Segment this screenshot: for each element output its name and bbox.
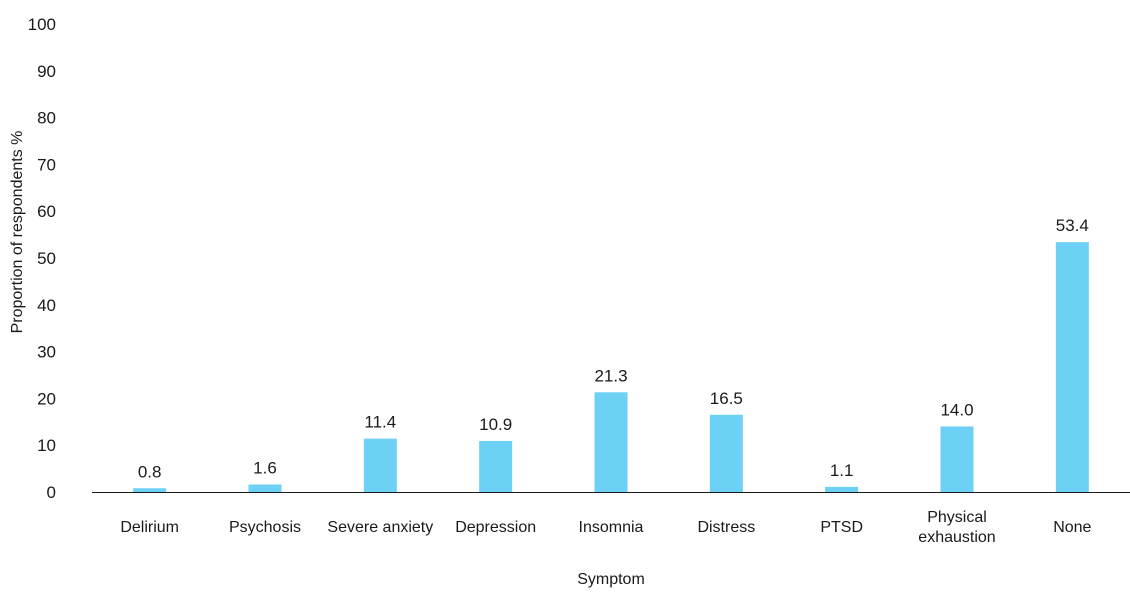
x-category-label-line: exhaustion [918, 529, 995, 546]
y-axis-title: Proportion of respondents % [9, 131, 26, 334]
x-category-label-line: PTSD [820, 519, 863, 536]
x-category-label: None [1053, 519, 1091, 536]
y-tick-label: 0 [47, 483, 56, 502]
bar [709, 414, 743, 492]
y-tick-label: 60 [37, 202, 56, 221]
y-tick-label: 80 [37, 109, 56, 128]
y-tick-label: 40 [37, 296, 56, 315]
bar-value-label: 0.8 [138, 462, 162, 481]
y-tick-label: 20 [37, 389, 56, 408]
bar-value-label: 16.5 [710, 389, 743, 408]
bar [1055, 242, 1089, 492]
x-category-label: Delirium [120, 519, 179, 536]
y-axis: 0 10 20 30 40 50 60 70 80 90 100 [28, 15, 56, 502]
bars [133, 242, 1089, 492]
bar-value-label: 11.4 [364, 413, 396, 432]
bar [594, 392, 628, 492]
x-category-label: PTSD [820, 519, 863, 536]
bar [363, 438, 397, 492]
x-category-label-line: Insomnia [579, 519, 644, 536]
y-tick-label: 70 [37, 155, 56, 174]
bar [479, 440, 513, 492]
x-category-label-line: None [1053, 519, 1091, 536]
x-category-label-line: Delirium [120, 519, 179, 536]
y-tick-label: 100 [28, 15, 56, 34]
x-category-label-line: Depression [455, 519, 536, 536]
bar [825, 486, 859, 492]
x-category-label-line: Distress [697, 519, 755, 536]
x-category-label-line: Physical [927, 509, 987, 526]
x-category-label: Distress [697, 519, 755, 536]
bar [248, 484, 282, 492]
bar [133, 488, 167, 492]
x-category-label: Psychosis [229, 519, 301, 536]
x-axis-labels: Delirium Psychosis Severe anxiety Depressio… [120, 509, 1091, 546]
x-category-label: Severe anxiety [327, 519, 433, 536]
x-category-label: Physical exhaustion [918, 509, 995, 546]
value-labels: 0.8 1.6 11.4 10.9 21.3 16.5 1.1 14.0 53.4 [138, 216, 1089, 481]
x-axis-title: Symptom [577, 571, 645, 588]
x-category-label-line: Psychosis [229, 519, 301, 536]
x-category-label: Insomnia [579, 519, 644, 536]
x-category-label: Depression [455, 519, 536, 536]
bar-value-label: 53.4 [1056, 216, 1089, 235]
bar-value-label: 1.6 [253, 459, 277, 478]
y-tick-label: 10 [37, 436, 56, 455]
bar-value-label: 14.0 [940, 400, 973, 419]
x-category-label-line: Severe anxiety [327, 519, 433, 536]
y-tick-label: 50 [37, 249, 56, 268]
y-tick-label: 90 [37, 62, 56, 81]
bar-value-label: 10.9 [479, 415, 512, 434]
bar-value-label: 1.1 [830, 461, 854, 480]
y-tick-label: 30 [37, 343, 56, 362]
bar-value-label: 21.3 [594, 366, 627, 385]
bar [940, 426, 974, 492]
